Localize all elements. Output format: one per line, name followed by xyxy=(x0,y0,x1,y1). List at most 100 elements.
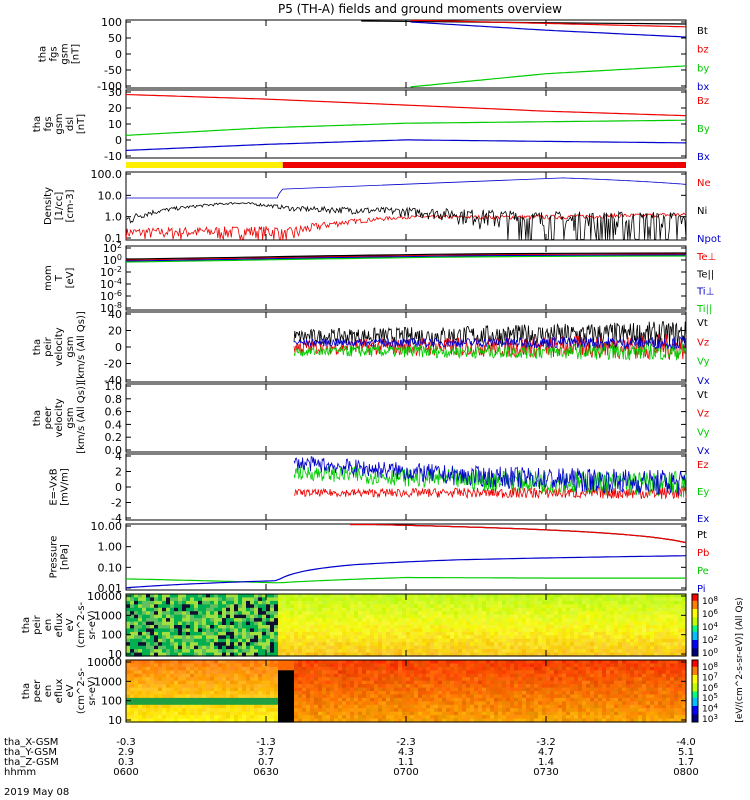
x-tick-label: 0600 xyxy=(113,767,138,778)
series-density-Npot xyxy=(126,177,687,199)
y-axis-label: tha xyxy=(32,410,43,426)
y-tick-label: 0 xyxy=(115,134,122,147)
legend-efield-0: Ez xyxy=(697,460,709,471)
series-density-Ni xyxy=(125,202,687,240)
y-axis-label: eV xyxy=(65,684,76,697)
density-yticks: 100.0 10.0 1.0 0.1 xyxy=(91,168,686,245)
y-axis-label: Density xyxy=(43,187,54,225)
y-axis-label: dsl xyxy=(65,117,76,131)
legend-fgs_gsm-2: by xyxy=(697,63,709,74)
y-axis-label: sr-eV) xyxy=(87,676,98,705)
y-axis-label: sr-eV) xyxy=(87,610,98,639)
y-tick-label: 0.0 xyxy=(105,444,123,457)
state-bar-yellow xyxy=(126,162,283,168)
series-fgs_dsl-By xyxy=(125,119,687,136)
pressure-ylabel: Pressure [nPa] xyxy=(49,536,71,579)
y-tick-label: 20 xyxy=(108,325,122,338)
y-tick-label: 20 xyxy=(108,102,122,115)
figure-title: P5 (TH-A) fields and ground moments over… xyxy=(278,2,562,16)
y-tick-label: 100.0 xyxy=(91,168,123,181)
y-axis-label: gsm xyxy=(54,113,65,134)
state-bar-red xyxy=(282,162,686,168)
y-axis-label: fgs xyxy=(43,116,54,131)
y-axis-label: peir xyxy=(43,336,54,356)
y-axis-label: T xyxy=(54,274,65,282)
series-fgs_dsl-Bz xyxy=(125,93,687,117)
legend-peir_velocity-1: Vz xyxy=(697,337,709,348)
y-tick-label: 10 xyxy=(108,714,122,727)
fgs_gsm-ylabel: tha fgs gsm [nT] xyxy=(38,43,82,64)
y-tick-label: 2 xyxy=(115,466,122,479)
y-axis-label: tha xyxy=(32,116,43,132)
x-tick-label: 3.7 xyxy=(258,747,274,758)
y-axis-label: (cm^2-s- xyxy=(76,667,87,714)
y-axis-label: Pressure xyxy=(49,536,60,579)
y-tick-label: 0 xyxy=(115,341,122,354)
y-tick-label: 0 xyxy=(115,48,122,61)
x-tick-label: 0700 xyxy=(393,767,418,778)
fgs_dsl-yticks: 30 20 10 0 -10 xyxy=(104,86,686,163)
y-axis-label: tha xyxy=(38,46,49,62)
y-tick-label: 10.00 xyxy=(91,520,123,533)
y-axis-label: E=-VxB xyxy=(49,468,60,505)
y-axis-label: eV xyxy=(65,618,76,631)
series-pressure-Pi xyxy=(125,555,687,589)
legend-fgs_gsm-0: Bt xyxy=(697,26,708,37)
y-tick-label: 0.1 xyxy=(105,232,123,245)
peir_spec-yticks: 10000 1000 100 10 xyxy=(87,590,686,661)
y-axis-label: [km/s (All Qs)] xyxy=(76,382,87,454)
legend-peir_velocity-3: Vx xyxy=(697,376,710,387)
peir_spec-heatmap xyxy=(126,594,687,657)
legend-pressure-2: Pe xyxy=(697,566,709,577)
fgs_gsm-yticks: 100 50 0 -50 -100 xyxy=(97,16,686,93)
y-tick-label: -20 xyxy=(104,358,122,371)
y-axis-label: peer xyxy=(32,679,43,703)
y-tick-label: 100 xyxy=(101,695,122,708)
efield-ylabel: E=-VxB [mV/m] xyxy=(49,468,71,506)
y-tick-label: -4 xyxy=(111,512,122,525)
y-axis-label: [1/cc] xyxy=(54,192,65,221)
peer_spec-ylabel: tha peer en eflux eV (cm^2-s-sr-eV) xyxy=(21,667,98,714)
y-axis-label: velocity xyxy=(54,398,65,437)
x-tick-label: 0730 xyxy=(533,767,558,778)
legend-pressure-0: Pt xyxy=(697,530,707,541)
legend-peer_velocity-2: Vy xyxy=(697,427,710,438)
y-axis-label: [nPa] xyxy=(60,544,71,570)
x-row-label: tha_X-GSM xyxy=(4,737,58,748)
x-tick-label: 0.3 xyxy=(118,757,134,768)
y-tick-label: 0.01 xyxy=(98,582,123,595)
peer_spec-yticks: 10000 1000 100 10 xyxy=(87,656,686,727)
y-tick-label: 10 xyxy=(108,648,122,661)
y-axis-label: mom xyxy=(43,265,54,291)
legend-fgs_gsm-3: bx xyxy=(697,82,709,93)
legend-density-0: Ne xyxy=(697,178,711,189)
y-axis-label: gsm xyxy=(65,407,76,428)
fgs_dsl-ylabel: tha fgs gsm dsl [nT] xyxy=(32,113,87,134)
y-axis-label: peer xyxy=(43,406,54,430)
y-axis-label: tha xyxy=(21,617,32,633)
x-axis-labels: tha_X-GSM -0.3 -1.3 -2.3 -3.2 -4.0 tha_Y-GSM 2.… xyxy=(4,737,699,798)
y-tick-label: 1.00 xyxy=(98,541,123,554)
y-axis-label: velocity xyxy=(54,327,65,366)
x-tick-label: -3.2 xyxy=(536,737,556,748)
series-temperature-2 xyxy=(125,254,687,262)
legend-peer_velocity-1: Vz xyxy=(697,409,709,420)
density-ylabel: Density [1/cc] [cm-3] xyxy=(43,187,76,225)
y-tick-label: 40 xyxy=(108,308,122,321)
series-peir_velocity-Vx xyxy=(293,335,687,351)
series-efield-Ex xyxy=(293,456,687,496)
x-tick-label: 4.7 xyxy=(538,747,554,758)
legend-pressure-3: Pi xyxy=(697,584,706,595)
series-temperature-1 xyxy=(125,252,687,260)
pressure-yticks: 10.00 1.00 0.10 0.01 xyxy=(91,520,686,595)
y-axis-label: (cm^2-s- xyxy=(76,601,87,648)
y-axis-label: en xyxy=(43,619,54,632)
peir_velocity-yticks: 40 20 0 -20 -40 xyxy=(104,308,686,387)
series-fgs_gsm-by xyxy=(410,65,687,88)
legend-fgs_dsl-0: Bz xyxy=(697,96,709,107)
series-fgs_gsm-bx xyxy=(410,21,687,38)
x-tick-label: 5.1 xyxy=(678,747,694,758)
series-density-Ne xyxy=(125,212,687,241)
y-axis-label: [cm-3] xyxy=(65,189,76,222)
